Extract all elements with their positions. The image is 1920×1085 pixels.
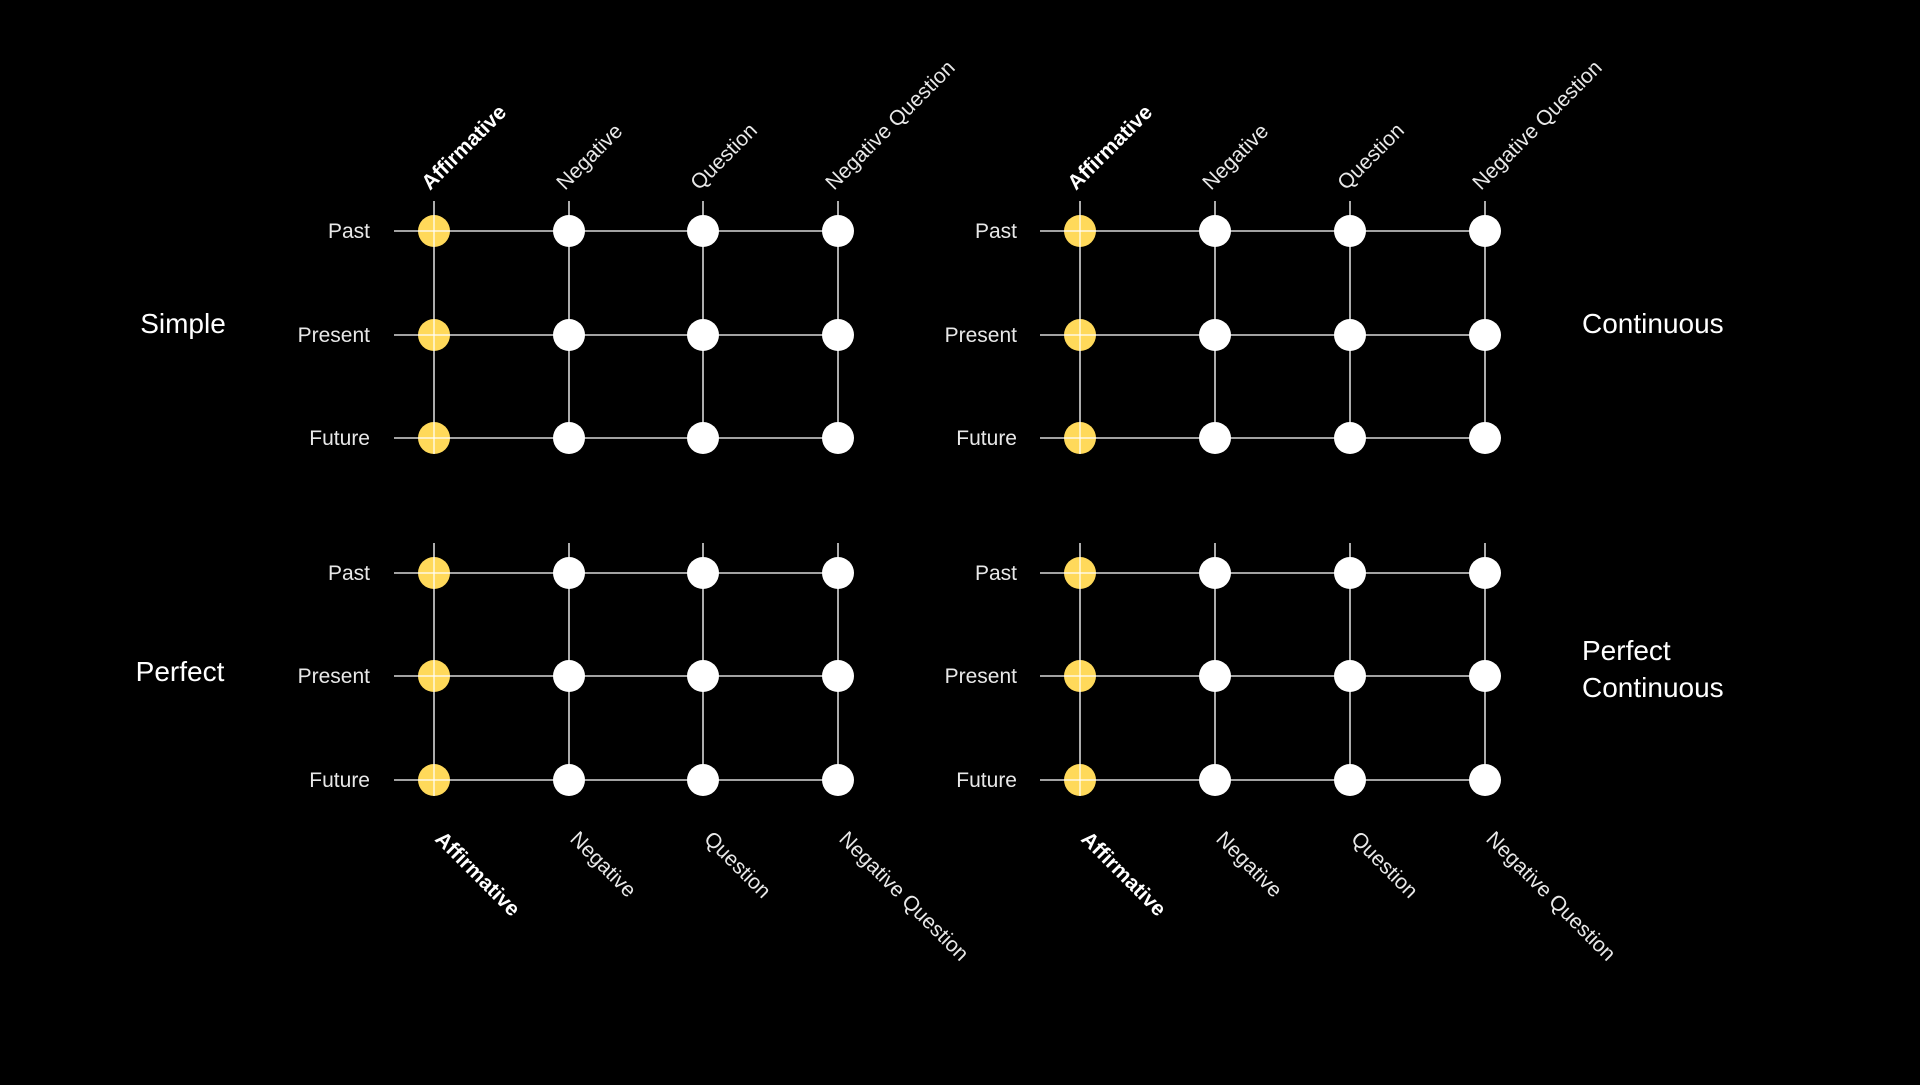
- perfect-continuous-dot-present-negative: [1199, 660, 1231, 692]
- perfect-continuous-row-label-present: Present: [945, 665, 1018, 688]
- perfect-row-label-present: Present: [298, 665, 371, 688]
- perfect-section-label: Perfect: [136, 656, 225, 687]
- simple-dot-past-negative: [553, 215, 585, 247]
- simple-section-label-line: Simple: [140, 308, 226, 339]
- continuous-dot-past-negative: [1199, 215, 1231, 247]
- perfect-col-label-question: Question: [699, 827, 775, 903]
- perfect-col-label-affirmative: Affirmative: [430, 827, 524, 921]
- continuous-dot-present-negative: [1199, 319, 1231, 351]
- simple-col-label-negative: Negative: [552, 120, 627, 195]
- perfect-row-label-future: Future: [309, 769, 370, 792]
- perfect-dot-past-negative: [553, 557, 585, 589]
- continuous-col-label-affirmative: Affirmative: [1063, 101, 1157, 195]
- perfect-continuous-dot-past-negative-question: [1469, 557, 1501, 589]
- perfect-continuous-section-label: Perfect Continuous: [1582, 635, 1724, 703]
- simple-col-label-affirmative: Affirmative: [417, 101, 511, 195]
- perfect-col-label-negative-question: Negative Question: [834, 827, 972, 965]
- continuous-row-label-past: Past: [975, 220, 1017, 243]
- perfect-continuous-col-label-negative: Negative: [1211, 827, 1286, 902]
- perfect-continuous-section-label-line: Continuous: [1582, 672, 1724, 703]
- simple-dot-future-negative-question: [822, 422, 854, 454]
- perfect-continuous-dot-present-negative-question: [1469, 660, 1501, 692]
- perfect-continuous-section-label-line: Perfect: [1582, 635, 1671, 666]
- perfect-continuous-dot-future-negative-question: [1469, 764, 1501, 796]
- continuous-dot-past-question: [1334, 215, 1366, 247]
- perfect-col-label-negative: Negative: [565, 827, 640, 902]
- perfect-row-label-past: Past: [328, 562, 370, 585]
- perfect-dot-future-negative: [553, 764, 585, 796]
- simple-row-label-present: Present: [298, 324, 371, 347]
- continuous-section-label-line: Continuous: [1582, 308, 1724, 339]
- simple-dot-present-negative-question: [822, 319, 854, 351]
- perfect-continuous-col-label-affirmative: Affirmative: [1076, 827, 1170, 921]
- continuous-dot-future-negative: [1199, 422, 1231, 454]
- continuous-col-label-question: Question: [1333, 119, 1409, 195]
- perfect-continuous-col-label-question: Question: [1346, 827, 1422, 903]
- simple-dot-future-negative: [553, 422, 585, 454]
- perfect-dot-future-negative-question: [822, 764, 854, 796]
- simple-dot-present-question: [687, 319, 719, 351]
- perfect-dot-future-question: [687, 764, 719, 796]
- continuous-row-label-present: Present: [945, 324, 1018, 347]
- simple-dot-past-question: [687, 215, 719, 247]
- simple-dot-future-question: [687, 422, 719, 454]
- simple-row-label-past: Past: [328, 220, 370, 243]
- continuous-col-label-negative: Negative: [1198, 120, 1273, 195]
- simple-row-label-future: Future: [309, 427, 370, 450]
- perfect-continuous-row-label-past: Past: [975, 562, 1017, 585]
- perfect-continuous-row-label-future: Future: [956, 769, 1017, 792]
- perfect-continuous-dot-future-negative: [1199, 764, 1231, 796]
- perfect-dot-past-negative-question: [822, 557, 854, 589]
- continuous-col-label-negative-question: Negative Question: [1468, 56, 1606, 194]
- continuous-dot-present-question: [1334, 319, 1366, 351]
- continuous-dot-past-negative-question: [1469, 215, 1501, 247]
- perfect-dot-past-question: [687, 557, 719, 589]
- simple-col-label-negative-question: Negative Question: [821, 56, 959, 194]
- simple-section-label: Simple: [140, 308, 226, 339]
- perfect-dot-present-question: [687, 660, 719, 692]
- continuous-row-label-future: Future: [956, 427, 1017, 450]
- continuous-dot-present-negative-question: [1469, 319, 1501, 351]
- simple-dot-past-negative-question: [822, 215, 854, 247]
- perfect-dot-present-negative-question: [822, 660, 854, 692]
- perfect-continuous-col-label-negative-question: Negative Question: [1481, 827, 1619, 965]
- perfect-continuous-dot-present-question: [1334, 660, 1366, 692]
- continuous-dot-future-question: [1334, 422, 1366, 454]
- perfect-continuous-dot-past-question: [1334, 557, 1366, 589]
- simple-col-label-question: Question: [686, 119, 762, 195]
- continuous-section-label: Continuous: [1582, 308, 1724, 339]
- perfect-continuous-dot-future-question: [1334, 764, 1366, 796]
- perfect-continuous-dot-past-negative: [1199, 557, 1231, 589]
- simple-dot-present-negative: [553, 319, 585, 351]
- perfect-dot-present-negative: [553, 660, 585, 692]
- continuous-dot-future-negative-question: [1469, 422, 1501, 454]
- perfect-section-label-line: Perfect: [136, 656, 225, 687]
